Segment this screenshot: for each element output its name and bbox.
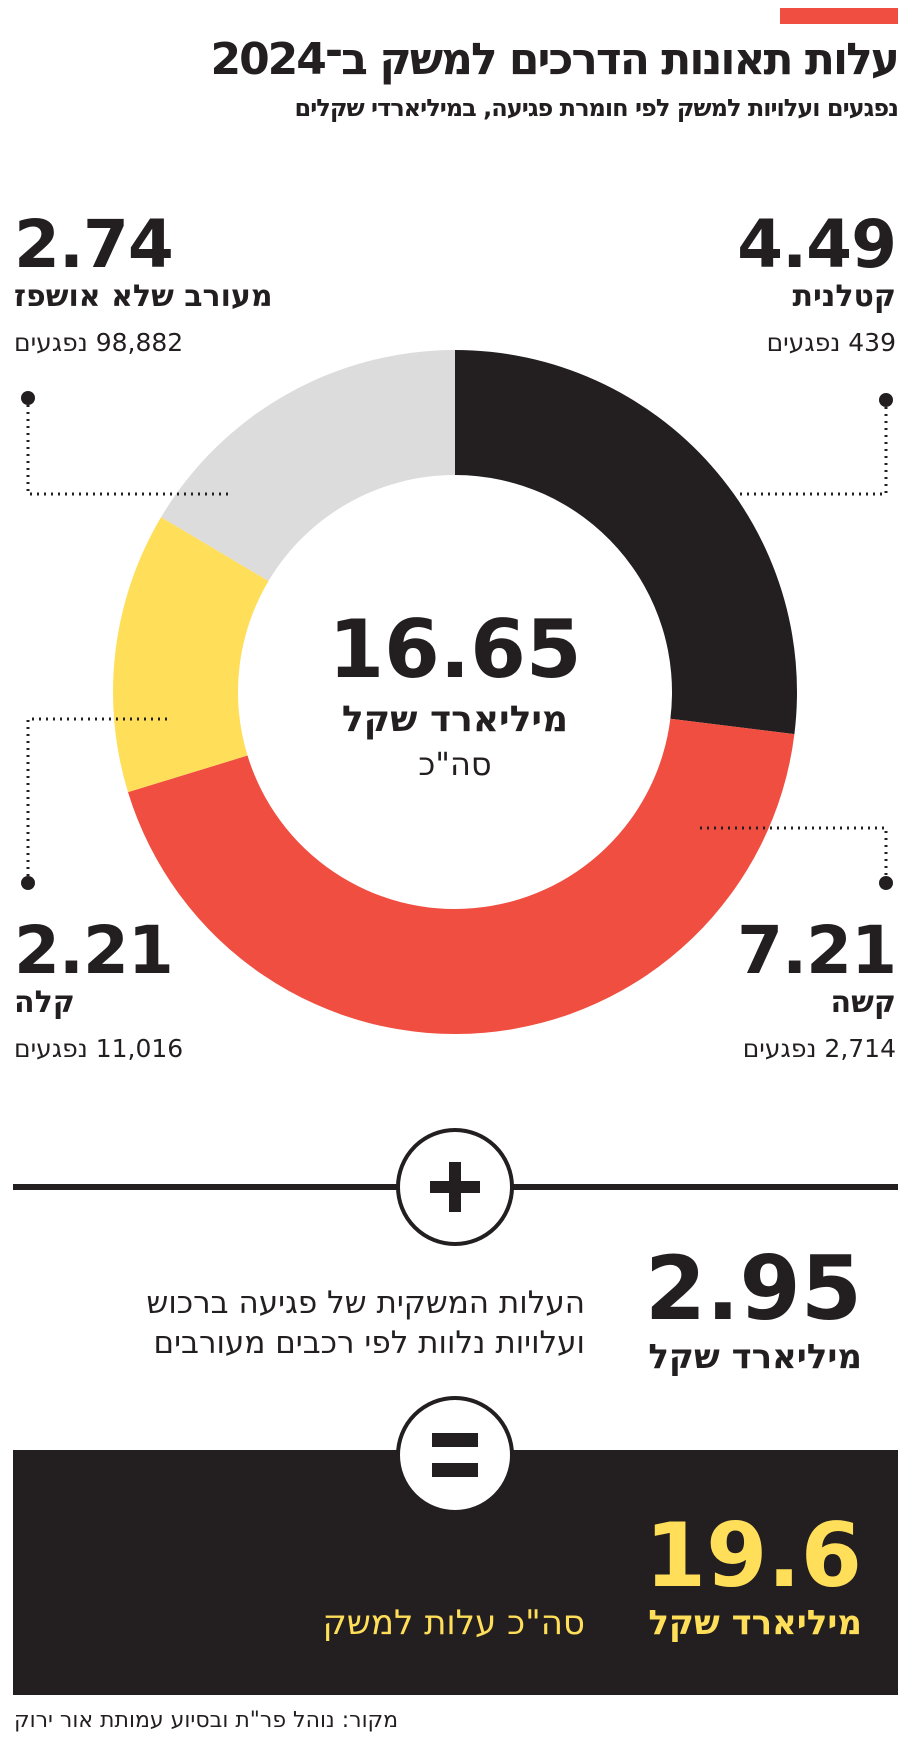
total-unit: מיליארד שקל (648, 1603, 862, 1643)
property-cost-unit: מיליארד שקל (648, 1337, 862, 1377)
donut-slice-3 (161, 350, 455, 582)
donut-slice-1 (127, 718, 795, 1034)
leader-fatal (739, 400, 888, 496)
page-title: עלות תאונות הדרכים למשק ב־2024 (210, 34, 900, 85)
uninjured-label: מעורב שלא אושפז (14, 279, 273, 314)
total-value: 19.6 (644, 1504, 862, 1607)
donut-slice-0 (455, 350, 798, 735)
description-line: העלות המשקית של פגיעה ברכוש (146, 1285, 585, 1321)
fatal-label: קטלנית (792, 279, 896, 314)
fatal-count: 439 נפגעים (766, 328, 896, 357)
property-cost-value: 2.95 (644, 1237, 862, 1340)
fatal-value: 4.49 (737, 206, 897, 283)
uninjured-value: 2.74 (14, 206, 174, 283)
center-label: סה"כ (418, 745, 492, 783)
donut-slice-2 (112, 517, 269, 793)
page-subtitle: נפגעים ועלויות למשק לפי חומרת פגיעה, במי… (294, 94, 899, 122)
center-unit: מיליארד שקל (341, 699, 569, 740)
leader-dot (21, 876, 35, 890)
plus-icon (430, 1162, 480, 1212)
severe-count: 2,714 נפגעים (742, 1034, 896, 1063)
accent-bar (780, 8, 898, 24)
source-note: מקור: נוהל פר"ת ובסיוע עמותת אור ירוק (14, 1708, 399, 1733)
light-label: קלה (14, 985, 75, 1020)
leader-dot (21, 391, 35, 405)
leader-dot (879, 876, 893, 890)
leader-dot (879, 393, 893, 407)
severe-value: 7.21 (737, 912, 897, 989)
center-total-value: 16.65 (328, 603, 582, 696)
description-line: ועלויות נלוות לפי רכבים מעורבים (153, 1325, 585, 1362)
uninjured-count: 98,882 נפגעים (14, 328, 184, 357)
severe-label: קשה (830, 985, 896, 1020)
light-value: 2.21 (14, 912, 174, 989)
light-count: 11,016 נפגעים (14, 1034, 184, 1063)
property-cost-description: העלות המשקית של פגיעה ברכוש ועלויות נלוו… (146, 1283, 585, 1364)
total-description: סה"כ עלות למשק (322, 1603, 585, 1643)
